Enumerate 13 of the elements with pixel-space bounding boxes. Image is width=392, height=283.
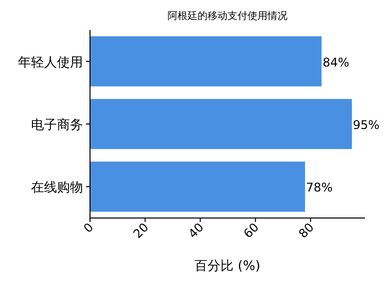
y-tick-label: 电子商务 bbox=[31, 118, 83, 133]
x-tick-label: 40 bbox=[186, 220, 206, 241]
chart-title: 阿根廷的移动支付使用情况 bbox=[168, 10, 288, 22]
x-tick-label: 20 bbox=[130, 220, 152, 241]
x-axis-title: 百分比 (%) bbox=[194, 259, 260, 274]
data-label: 95% bbox=[352, 118, 380, 132]
y-tick-label: 在线购物 bbox=[31, 180, 83, 196]
x-tick-label: 80 bbox=[296, 220, 317, 241]
y-tick-label: 年轻人使用 bbox=[18, 55, 83, 70]
x-tick-label: 60 bbox=[240, 220, 262, 241]
x-tick-label: 0 bbox=[80, 220, 96, 236]
data-label: 84% bbox=[322, 55, 350, 70]
data-label: 78% bbox=[306, 180, 333, 195]
